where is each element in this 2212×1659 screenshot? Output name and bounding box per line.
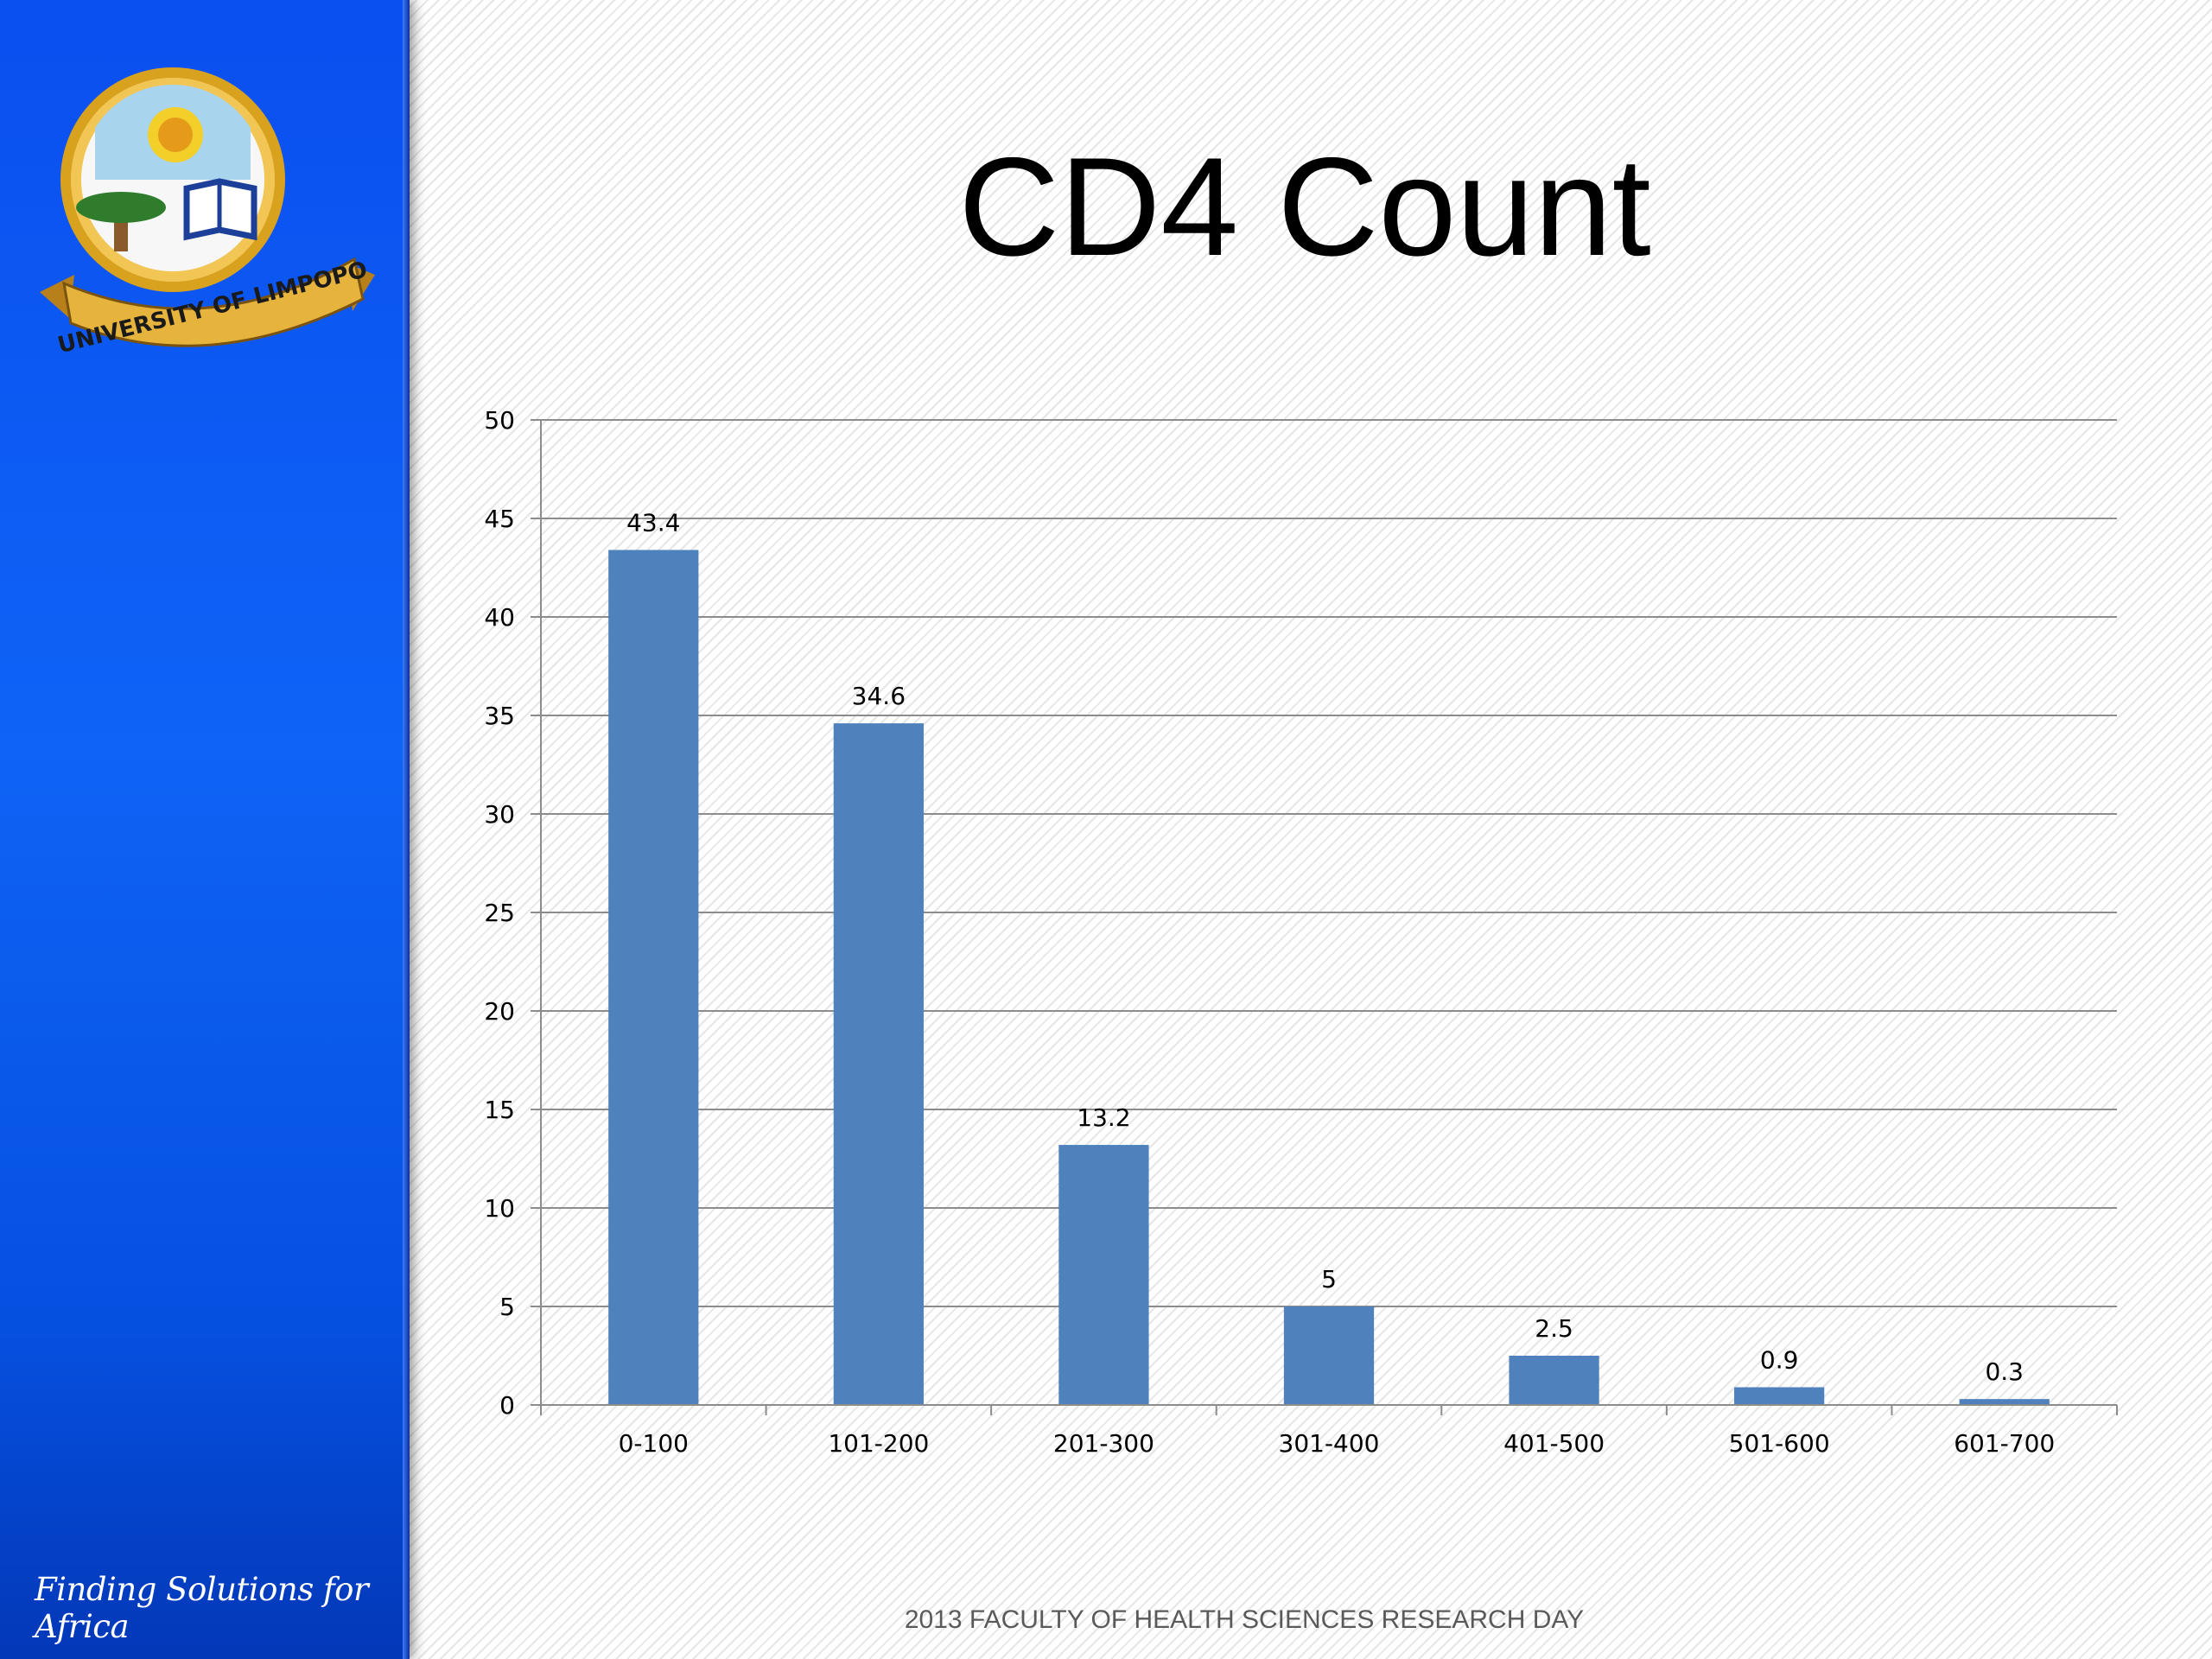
x-tick-label: 501-600	[1729, 1429, 1830, 1458]
slide-title: CD4 Count	[958, 129, 1651, 285]
y-tick-label: 0	[499, 1391, 515, 1420]
x-tick-label: 301-400	[1279, 1429, 1380, 1458]
y-tick-label: 5	[499, 1293, 515, 1321]
footer-text: 2013 FACULTY OF HEALTH SCIENCES RESEARCH…	[904, 1605, 1585, 1634]
x-tick-label: 0-100	[619, 1429, 689, 1458]
logo-ribbon	[40, 257, 375, 347]
sidebar-edge	[403, 0, 410, 1659]
data-label: 13.2	[1077, 1103, 1130, 1132]
university-logo: UNIVERSITY OF LIMPOPO	[40, 67, 375, 359]
bar	[1283, 1306, 1375, 1405]
gridlines	[541, 419, 2117, 1307]
y-tick-label: 50	[484, 406, 515, 435]
bar	[1509, 1356, 1599, 1405]
bar	[608, 550, 699, 1405]
y-tick-label: 20	[484, 997, 515, 1026]
x-tick-labels: 0-100 101-200 201-300 301-400 401-500 501-600…	[619, 1429, 2056, 1458]
data-label: 5	[1321, 1265, 1337, 1294]
data-label: 43.4	[626, 508, 680, 537]
cd4-bar-chart: 0 5 10 15 20 25 30 35 40 45 50 0-100 101-200 201-300…	[484, 406, 2118, 1458]
data-label: 34.6	[852, 682, 906, 710]
tagline: Finding Solutions for Africa	[35, 1571, 369, 1645]
data-labels: 43.4 34.6 13.2 5 2.5 0.9 0.3	[626, 508, 2024, 1386]
bars	[608, 550, 2050, 1405]
book-icon	[183, 178, 257, 241]
x-tick-label: 201-300	[1053, 1429, 1154, 1458]
y-tick-label: 40	[484, 603, 515, 632]
axes	[531, 419, 2118, 1415]
x-tick-label: 101-200	[828, 1429, 929, 1458]
bar	[833, 723, 924, 1405]
x-tick-label: 601-700	[1954, 1429, 2055, 1458]
x-tick-label: 401-500	[1503, 1429, 1605, 1458]
data-label: 0.3	[1985, 1357, 2024, 1386]
logo-seal	[60, 67, 285, 292]
data-label: 0.9	[1760, 1345, 1799, 1374]
y-tick-label: 25	[484, 899, 515, 927]
bar	[1058, 1145, 1149, 1405]
y-tick-label: 10	[484, 1194, 515, 1223]
bar	[1734, 1387, 1825, 1405]
sun-icon	[148, 107, 203, 162]
y-tick-labels: 0 5 10 15 20 25 30 35 40 45 50	[484, 406, 515, 1420]
y-tick-label: 45	[484, 505, 515, 533]
y-tick-label: 30	[484, 800, 515, 829]
tree-icon	[76, 192, 166, 251]
data-label: 2.5	[1535, 1314, 1573, 1343]
y-tick-label: 35	[484, 702, 515, 730]
y-tick-label: 15	[484, 1096, 515, 1124]
bar	[1959, 1399, 2050, 1405]
